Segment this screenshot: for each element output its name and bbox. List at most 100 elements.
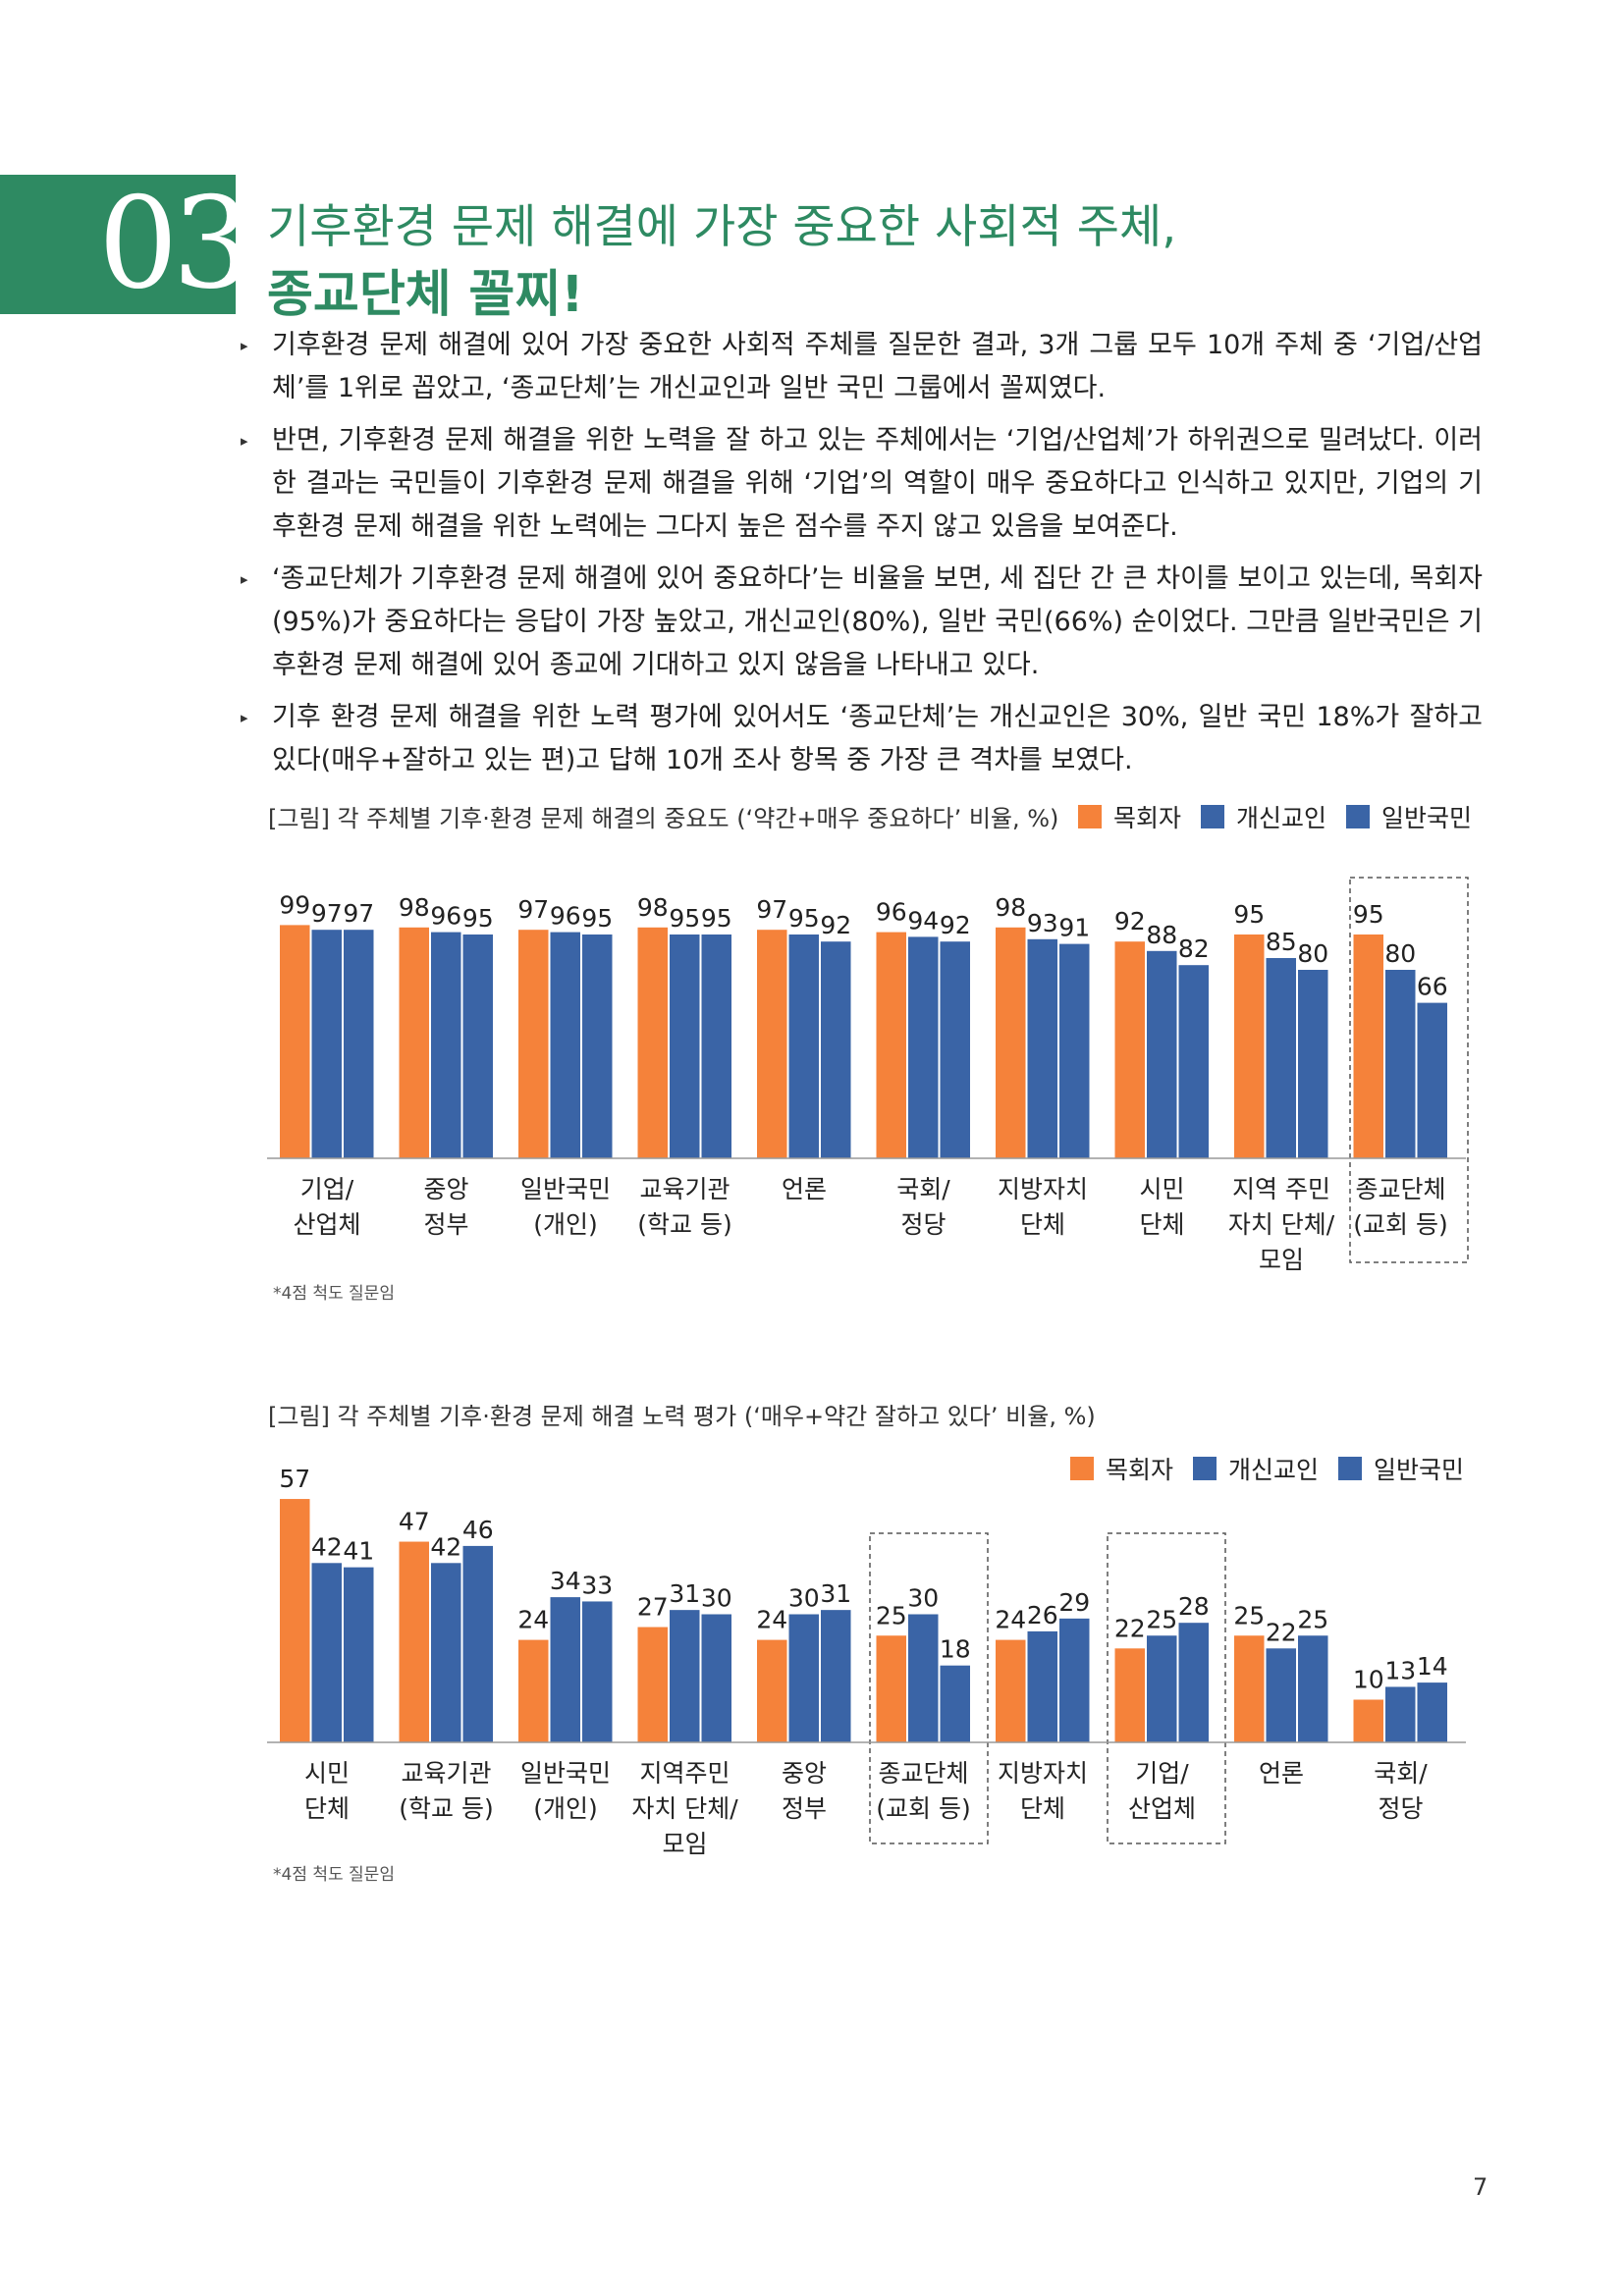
category-label: 언론 — [1259, 1759, 1304, 1788]
data-label: 97 — [343, 899, 374, 928]
bar — [908, 936, 939, 1158]
data-label: 34 — [550, 1567, 581, 1595]
data-label: 31 — [669, 1579, 700, 1608]
category-label: 교육기관 — [401, 1759, 491, 1788]
bar — [431, 932, 461, 1158]
bar — [788, 934, 819, 1158]
bar — [1147, 950, 1177, 1158]
data-label: 57 — [279, 1465, 310, 1493]
chart2-legend: 목회자 개신교인 일반국민 — [1070, 1451, 1484, 1486]
highlight-box — [1107, 1532, 1226, 1844]
bar — [908, 1614, 939, 1742]
bullet-item: ▸ 반면, 기후환경 문제 해결을 위한 노력을 잘 하고 있는 주체에서는 ‘기… — [241, 419, 1483, 549]
section-number: 03 — [98, 171, 252, 317]
category-label: 국회/ — [896, 1175, 950, 1203]
data-label: 97 — [311, 899, 343, 928]
highlight-box — [1349, 877, 1469, 1263]
category-label: 종교단체 — [878, 1759, 968, 1788]
data-label: 25 — [1297, 1605, 1328, 1633]
data-label: 80 — [1384, 939, 1416, 968]
category-label: 모임 — [1259, 1246, 1304, 1274]
category-label: 국회/ — [1374, 1759, 1428, 1788]
section-number-block — [0, 175, 236, 314]
legend-swatch-blue — [1346, 805, 1371, 828]
data-label: 29 — [1058, 1588, 1090, 1617]
legend-item: 개신교인 — [1193, 1451, 1319, 1486]
category-label: (교회 등) — [1353, 1210, 1447, 1239]
category-label: 단체 — [304, 1794, 350, 1823]
bar — [996, 927, 1026, 1158]
data-label: 27 — [637, 1593, 669, 1622]
bar — [1266, 1648, 1296, 1742]
category-label: 시민 — [1139, 1175, 1184, 1203]
data-label: 95 — [788, 904, 820, 933]
bar — [462, 1545, 493, 1742]
bar — [1266, 958, 1296, 1158]
bullet-arrow-icon: ▸ — [241, 570, 248, 588]
bar — [399, 927, 429, 1158]
bar — [1234, 1635, 1265, 1742]
category-label: 중앙 — [423, 1175, 468, 1203]
category-label: (학교 등) — [637, 1210, 731, 1239]
data-label: 95 — [1233, 900, 1265, 929]
bar — [1298, 1635, 1328, 1742]
legend-item: 일반국민 — [1346, 799, 1472, 834]
bar — [757, 930, 787, 1158]
highlight-box — [869, 1532, 989, 1844]
bar — [550, 932, 580, 1158]
bar — [399, 1541, 429, 1742]
data-label: 30 — [907, 1584, 939, 1613]
legend-swatch-blue — [1201, 805, 1225, 828]
bar — [670, 1610, 700, 1742]
bar — [518, 1639, 549, 1742]
data-label: 42 — [430, 1532, 461, 1561]
category-label: 단체 — [1139, 1210, 1184, 1239]
category-label: 지역주민 — [639, 1759, 730, 1788]
category-label: (개인) — [533, 1794, 598, 1823]
category-label: 지역 주민 — [1232, 1175, 1330, 1203]
chart2-title: [그림] 각 주체별 기후·환경 문제 해결 노력 평가 (‘매우+약간 잘하고… — [268, 1403, 1096, 1430]
legend-item: 개신교인 — [1201, 799, 1326, 834]
legend-swatch-blue — [1338, 1457, 1363, 1480]
data-label: 25 — [876, 1601, 907, 1629]
bar — [431, 1563, 461, 1742]
bar — [1417, 1002, 1447, 1158]
data-label: 95 — [462, 904, 494, 933]
bar — [1234, 934, 1265, 1158]
data-label: 24 — [995, 1606, 1026, 1634]
data-label: 95 — [581, 904, 613, 933]
bar — [1178, 1623, 1209, 1742]
legend-item: 목회자 — [1070, 1451, 1173, 1486]
category-label: 지방자치 — [998, 1175, 1088, 1203]
bar — [637, 1627, 668, 1742]
bullet-arrow-icon: ▸ — [241, 709, 248, 726]
data-label: 98 — [399, 893, 430, 922]
bar — [821, 1610, 851, 1742]
category-label: (교회 등) — [876, 1794, 970, 1823]
bar — [1059, 1618, 1090, 1742]
bullet-item: ▸ ‘종교단체가 기후환경 문제 해결에 있어 중요하다’는 비율을 보면, 세 … — [241, 558, 1483, 687]
data-label: 85 — [1266, 928, 1297, 956]
bar — [1147, 1635, 1177, 1742]
category-label: 정부 — [782, 1794, 827, 1823]
category-label: 교육기관 — [639, 1175, 730, 1203]
data-label: 98 — [995, 893, 1026, 922]
chart1-note: *4점 척도 질문임 — [273, 1284, 395, 1304]
data-label: 30 — [788, 1584, 820, 1613]
legend-swatch-blue — [1193, 1457, 1217, 1480]
bar — [940, 1665, 970, 1742]
data-label: 95 — [701, 904, 732, 933]
category-label: 자치 단체/ — [631, 1794, 738, 1823]
bar — [582, 934, 613, 1158]
bar — [344, 930, 374, 1158]
bar — [1114, 1648, 1145, 1742]
data-label: 46 — [462, 1516, 494, 1544]
data-label: 28 — [1178, 1592, 1210, 1621]
data-label: 31 — [820, 1579, 851, 1608]
category-label: 정당 — [1378, 1794, 1423, 1823]
bar — [637, 927, 668, 1158]
data-label: 95 — [669, 904, 700, 933]
data-label: 14 — [1417, 1652, 1448, 1681]
bar — [462, 934, 493, 1158]
